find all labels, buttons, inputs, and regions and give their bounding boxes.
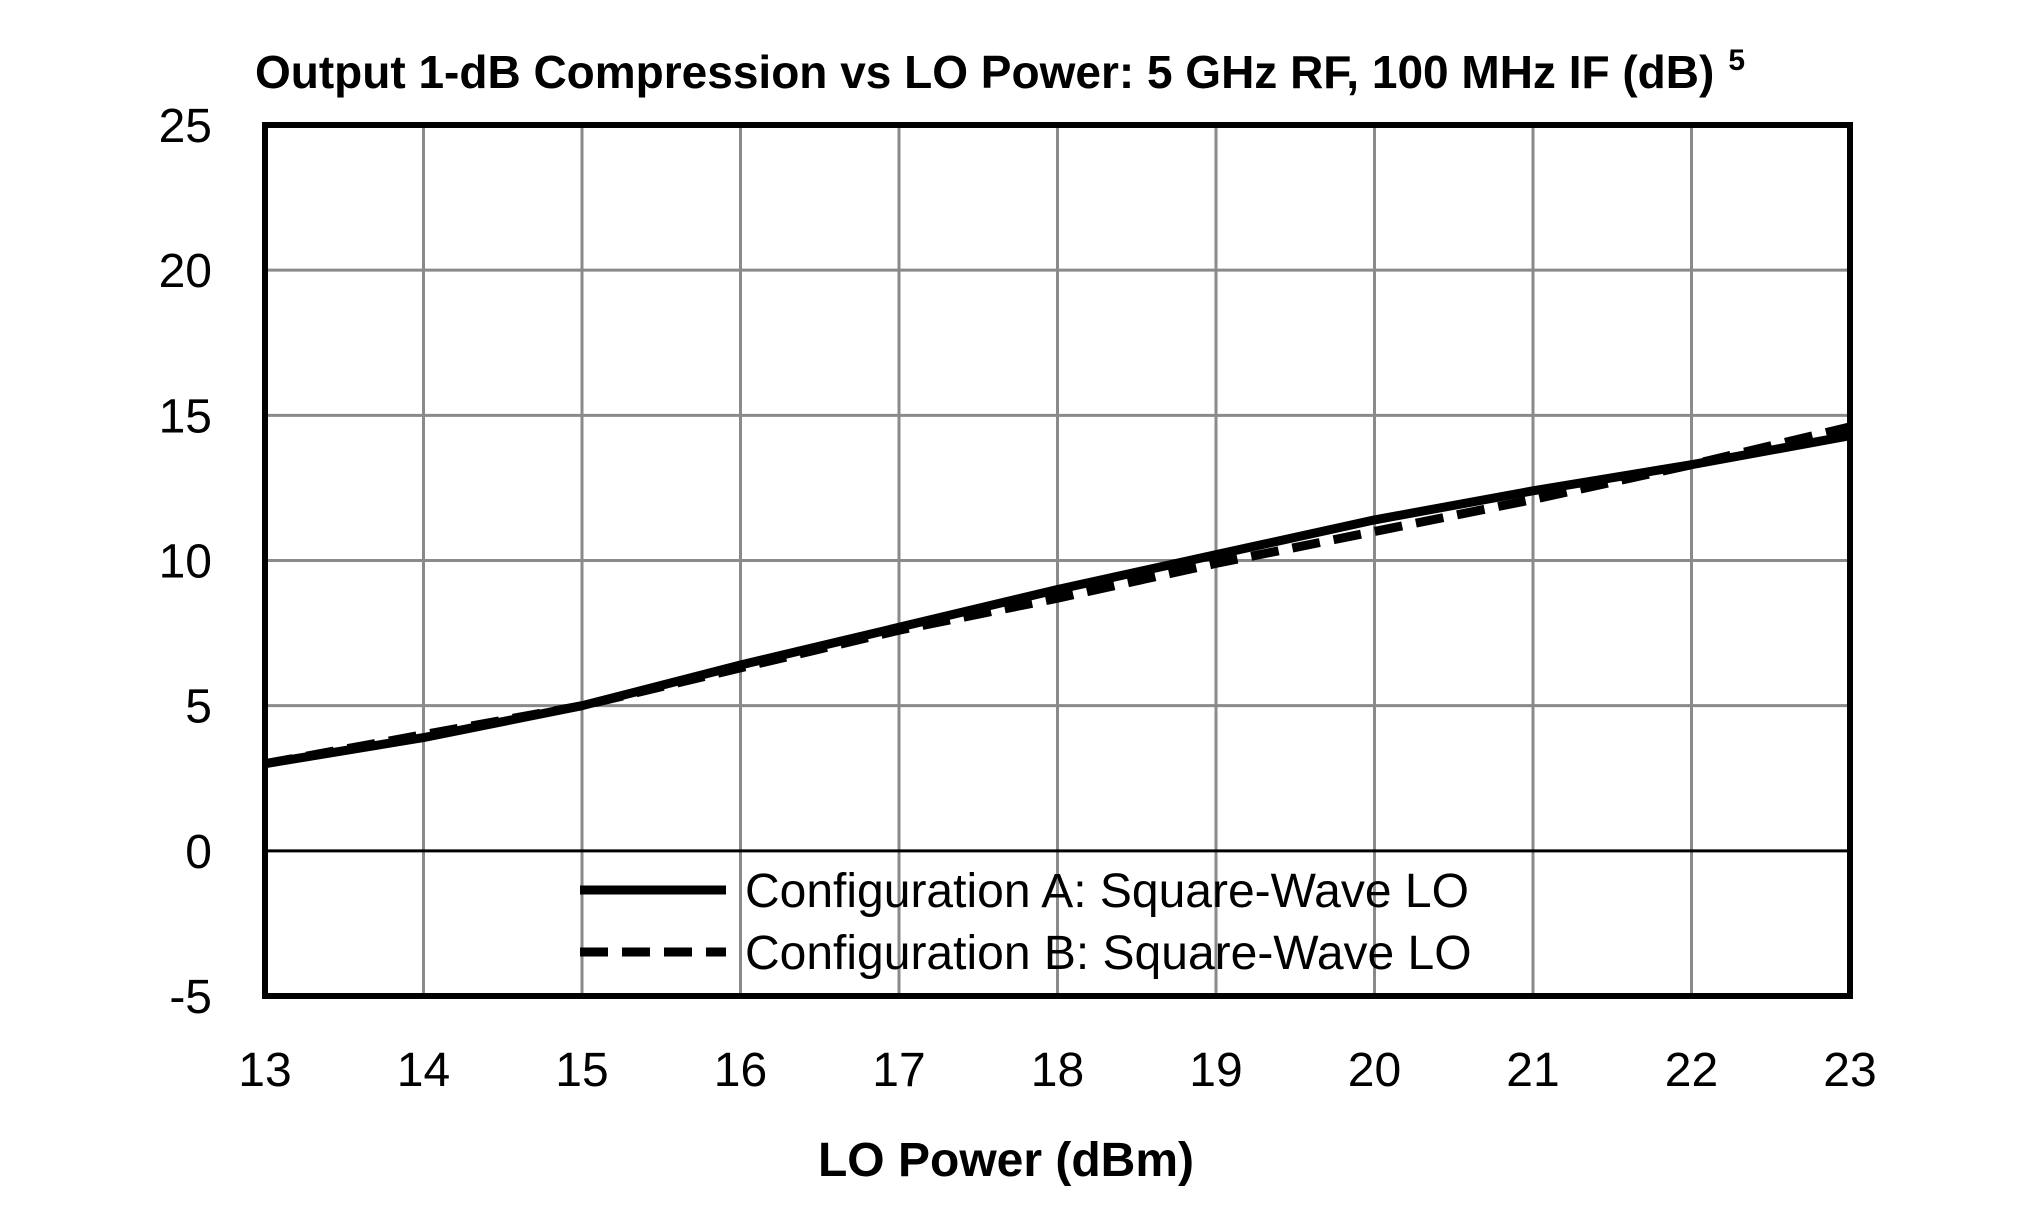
y-tick-label: 0 (185, 826, 212, 879)
chart-title-superscript: 5 (1728, 44, 1745, 77)
x-tick-label: 19 (1189, 1044, 1242, 1097)
x-tick-label: 14 (397, 1044, 450, 1097)
y-tick-label: 20 (159, 245, 212, 298)
series-line-config-b (264, 422, 1852, 769)
chart-title: Output 1-dB Compression vs LO Power: 5 G… (255, 44, 1745, 98)
legend: Configuration A: Square-Wave LO Configura… (580, 865, 1472, 980)
x-tick-label: 22 (1665, 1044, 1718, 1097)
legend-label: Configuration B: Square-Wave LO (745, 927, 1472, 980)
x-tick-label: 23 (1823, 1044, 1876, 1097)
y-tick-label: 5 (185, 681, 212, 734)
chart-title-text: Output 1-dB Compression vs LO Power: 5 G… (255, 46, 1714, 98)
x-tick-label: 18 (1031, 1044, 1084, 1097)
x-tick-label: 13 (238, 1044, 291, 1097)
x-tick-label: 20 (1348, 1044, 1401, 1097)
x-tick-label: 17 (872, 1044, 925, 1097)
x-tick-label: 21 (1506, 1044, 1559, 1097)
y-tick-label: 15 (159, 390, 212, 443)
y-tick-labels: 25 20 15 10 5 0 -5 (159, 100, 212, 1024)
x-axis-label: LO Power (dBm) (818, 1134, 1194, 1187)
plot-frame (262, 122, 1853, 999)
y-tick-label: -5 (169, 971, 212, 1024)
y-tick-label: 25 (159, 100, 212, 153)
x-tick-labels: 13 14 15 16 17 18 19 20 21 22 23 (238, 1044, 1876, 1097)
x-tick-label: 16 (714, 1044, 767, 1097)
y-tick-label: 10 (159, 536, 212, 589)
legend-label: Configuration A: Square-Wave LO (745, 865, 1469, 918)
x-tick-label: 15 (555, 1044, 608, 1097)
plot-border (262, 122, 1853, 999)
series-lines (264, 422, 1852, 769)
